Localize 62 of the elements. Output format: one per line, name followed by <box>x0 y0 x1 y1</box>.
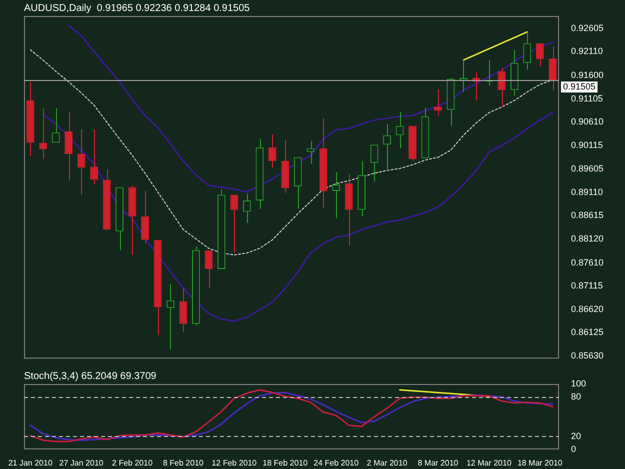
x-tick-label: 27 Jan 2010 <box>59 458 104 468</box>
candlestick <box>204 250 213 288</box>
candlestick <box>217 188 226 269</box>
candlestick <box>102 168 111 230</box>
x-tick-label: 18 Mar 2010 <box>517 458 563 468</box>
candlestick <box>523 31 532 70</box>
y-tick-label: 0.87610 <box>571 257 604 268</box>
candlestick <box>434 88 442 116</box>
y-tick-label: 80 <box>571 392 582 402</box>
candlestick <box>281 139 290 194</box>
y-tick-label: 0.89110 <box>571 186 603 197</box>
y-tick-label: 0.86620 <box>571 304 604 314</box>
candlestick <box>268 134 276 168</box>
y-tick-label: 0.90610 <box>571 116 604 127</box>
y-tick-label: 0.92605 <box>571 22 604 33</box>
candlestick <box>408 126 416 162</box>
candlestick <box>536 43 544 68</box>
y-tick-label: 0.90115 <box>571 140 603 150</box>
candlestick <box>128 184 136 256</box>
candlestick <box>548 45 557 91</box>
candlestick <box>141 190 149 244</box>
candlestick <box>498 67 506 108</box>
y-tick-label: 0.88615 <box>571 210 604 220</box>
x-tick-label: 8 Mar 2010 <box>418 458 459 468</box>
candlestick <box>179 288 188 333</box>
x-tick-label: 24 Feb 2010 <box>314 458 360 468</box>
candlestick <box>344 174 353 246</box>
candlestick <box>370 144 378 182</box>
chart-title: AUDUSD,Daily 0.91965 0.92236 0.91284 0.91505 <box>24 2 250 14</box>
candlestick <box>510 49 518 96</box>
y-tick-label: 20 <box>571 430 582 441</box>
candlestick <box>294 157 302 210</box>
candlestick <box>154 240 162 336</box>
chart-title: Stoch(5,3,4) 65.2049 69.3709 <box>24 370 157 382</box>
y-tick-label: 0.88120 <box>571 233 604 244</box>
candlestick <box>77 129 86 196</box>
x-tick-label: 2 Feb 2010 <box>112 458 154 468</box>
y-tick-label: 0.85630 <box>571 350 604 360</box>
y-tick-label: 0.92110 <box>571 46 603 56</box>
x-tick-label: 8 Feb 2010 <box>162 458 204 468</box>
candlestick <box>256 138 264 210</box>
candlestick <box>319 118 328 208</box>
y-tick-label: 0.91600 <box>571 70 604 80</box>
x-tick-label: 21 Jan 2010 <box>8 458 53 468</box>
candlestick <box>64 111 73 182</box>
candlestick <box>358 160 366 217</box>
x-tick-label: 2 Mar 2010 <box>366 458 408 468</box>
candlestick <box>230 194 238 253</box>
candlestick <box>26 81 34 157</box>
candlestick <box>116 187 124 251</box>
x-tick-label: 12 Feb 2010 <box>212 458 258 468</box>
candlestick <box>446 77 455 126</box>
y-tick-label: 0.86125 <box>571 327 604 338</box>
y-tick-label: 0.89605 <box>571 164 604 174</box>
candlestick <box>421 107 430 158</box>
y-tick-label: 0 <box>571 444 576 454</box>
y-tick-label: 0.91105 <box>571 93 603 104</box>
x-tick-label: 12 Mar 2010 <box>466 458 512 468</box>
x-tick-label: 18 Feb 2010 <box>262 458 308 468</box>
ref-line-label: 0.91505 <box>563 81 596 92</box>
y-tick-label: 0.87115 <box>571 280 603 291</box>
y-tick-label: 100 <box>571 378 586 388</box>
